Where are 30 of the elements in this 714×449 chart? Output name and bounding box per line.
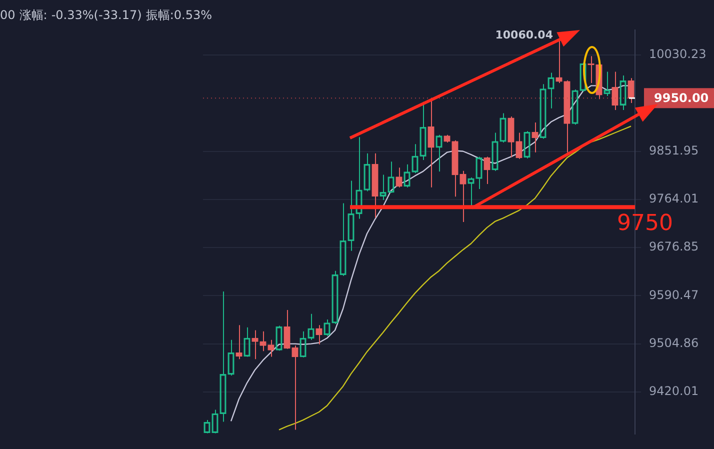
y-tick-label: 9764.01 [649,192,699,206]
y-tick-label: 10030.23 [649,47,706,62]
candlestick [268,339,274,358]
y-tick-label: 9676.85 [649,240,699,254]
candlestick [508,116,514,158]
candlestick [612,71,618,110]
candlestick [236,324,242,360]
y-tick-label: 9851.95 [649,143,699,158]
y-tick-label: 9504.86 [649,336,699,350]
text: 涨幅: [19,8,48,22]
candlestick [452,140,458,198]
ref-line-label: 9950.00 [654,91,709,106]
candlestick [428,99,434,188]
candlestick [372,152,378,218]
y-tick-label: 9420.01 [649,384,699,398]
candlestick [628,78,634,104]
candlestick [532,122,538,153]
ref-line-label: 9750 [617,210,673,236]
text: 00 [0,8,16,22]
candlestick [484,156,490,185]
candlestick [260,330,266,352]
text: -0.33%(-33.17) [51,8,142,22]
candlestick [284,310,290,349]
candlestick [252,330,258,360]
candlestick [564,80,570,153]
candlestick [316,324,322,345]
y-tick-label: 9590.47 [649,288,699,302]
candlestick [516,132,522,160]
text: 10060.04 [495,28,553,42]
text: 振幅:0.53% [146,8,212,22]
